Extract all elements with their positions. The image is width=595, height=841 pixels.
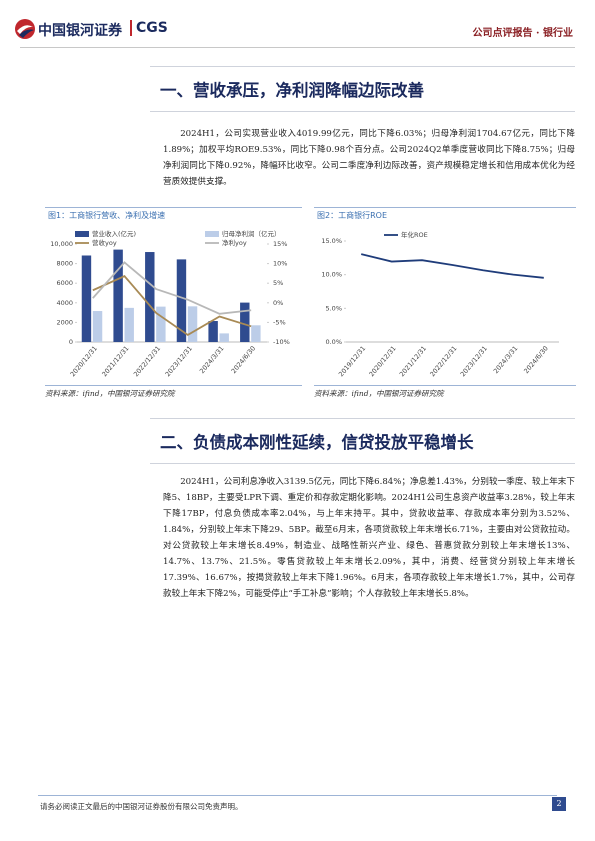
figure: [45, 207, 302, 386]
y-tick-label: 15.0%: [321, 237, 342, 245]
bar: [92, 311, 103, 342]
x-tick-label: 2019/12/31: [337, 344, 367, 378]
paragraph: 2024H1，公司利息净收入3139.5亿元，同比下降6.84%；净息差1.43…: [163, 477, 575, 599]
x-tick-label: 2020/12/31: [367, 344, 397, 378]
footer-rule: [38, 795, 557, 796]
page-number: 2: [552, 797, 566, 811]
line: [92, 261, 252, 315]
brand-en: CGS: [130, 20, 168, 36]
figure-caption: 图1：工商银行营收、净利及增速: [48, 211, 166, 220]
y-tick-label: 8000: [56, 260, 73, 268]
legend-label: 营业收入(亿元): [92, 229, 136, 238]
figure: [314, 207, 576, 386]
y2-tick-label: 10%: [273, 260, 287, 268]
section-title: 二、负债成本刚性延续，信贷投放平稳增长: [150, 418, 575, 464]
brand: 中国银河证券: [38, 23, 122, 39]
y-tick-label: 6000: [56, 279, 73, 287]
bar: [187, 306, 198, 342]
y-tick-label: 10.0%: [321, 271, 342, 279]
y-tick-label: 2000: [56, 318, 73, 326]
legend-label: 年化ROE: [401, 230, 428, 239]
figure-source: 资料来源：ifind，中国银河证券研究院: [45, 389, 175, 398]
legend-swatch: [75, 231, 89, 237]
y-tick-label: 4000: [56, 299, 73, 307]
x-tick-label: 2023/12/31: [459, 344, 489, 378]
y2-tick-label: 0%: [273, 299, 283, 307]
x-tick-label: 2021/12/31: [398, 344, 428, 378]
figure-source: 资料来源：ifind，中国银河证券研究院: [314, 389, 444, 398]
y2-tick-label: -5%: [273, 318, 286, 326]
x-tick-label: 2022/12/31: [428, 344, 458, 378]
line: [361, 253, 544, 279]
legend-label: 归母净利润（亿元）: [222, 229, 281, 238]
bar: [176, 259, 187, 342]
x-tick-label: 2023/12/31: [164, 344, 194, 378]
x-tick-label: 2024/6/30: [522, 344, 550, 375]
section-title: 一、营收承压，净利润降幅边际改善: [150, 66, 575, 112]
x-tick-label: 2024/3/31: [492, 344, 520, 375]
line: [92, 275, 252, 337]
logo: [15, 19, 35, 39]
chart: 0 2000 4000 6000 8000 10,000 -10% -5% 0% 5% 10% 15%…: [50, 229, 290, 378]
figure-caption: 图2：工商银行ROE: [317, 211, 387, 220]
legend-label: 营收yoy: [92, 238, 117, 247]
bar: [208, 321, 218, 342]
y-tick-label: 5.0%: [325, 304, 342, 312]
y2-tick-label: 5%: [273, 279, 283, 287]
bar: [240, 302, 250, 342]
x-tick-label: 2021/12/31: [100, 344, 130, 378]
legend-swatch: [205, 231, 219, 237]
y2-tick-label: -10%: [273, 338, 290, 346]
legend-label: 净利yoy: [222, 238, 247, 247]
bar: [145, 252, 155, 342]
x-tick-label: 2024/3/31: [198, 344, 226, 375]
bar: [219, 333, 229, 342]
disclaimer: 请务必阅读正文最后的中国银河证券股份有限公司免责声明。: [40, 802, 243, 811]
paragraph: 2024H1，公司实现营业收入4019.99亿元，同比下降6.03%；归母净利润…: [163, 129, 575, 187]
y2-tick-label: 15%: [273, 240, 287, 248]
y-tick-label: 0: [69, 338, 73, 346]
y-tick-label: 10,000: [50, 240, 73, 248]
x-tick-label: 2024/6/30: [230, 344, 258, 375]
x-tick-label: 2022/12/31: [132, 344, 162, 378]
report-type: 公司点评报告 · 银行业: [472, 28, 573, 39]
bar: [251, 325, 261, 342]
header-rule: [20, 47, 575, 48]
chart: 0.0%5.0%10.0%15.0%2019/12/31 2020/12/31 20…: [321, 230, 559, 378]
y-tick-label: 0.0%: [325, 338, 342, 346]
bar: [113, 249, 123, 342]
bar: [81, 255, 92, 342]
bar: [156, 306, 166, 342]
bar: [124, 307, 134, 342]
x-tick-label: 2020/12/31: [69, 344, 99, 378]
